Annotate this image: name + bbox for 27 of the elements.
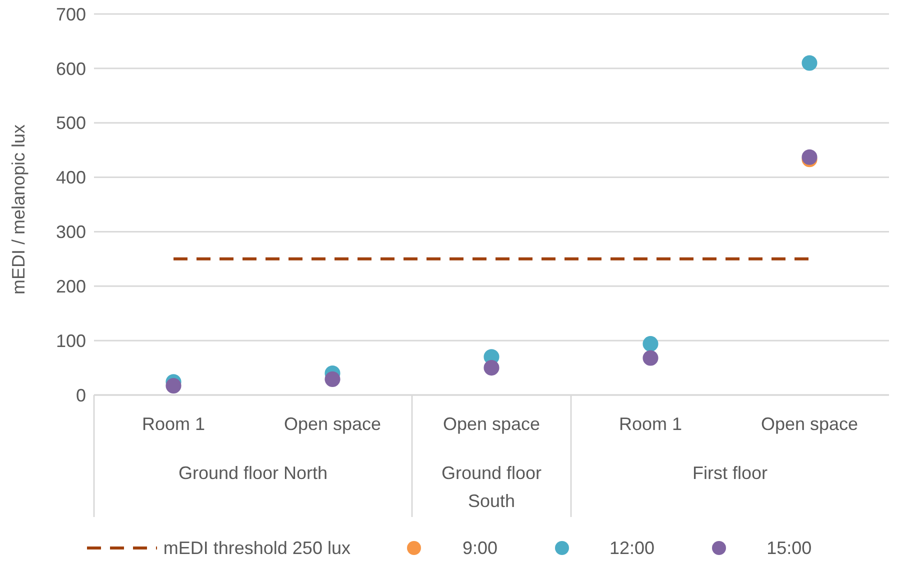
y-tick-label: 200 [56,276,86,297]
y-axis-title: mEDI / melanopic lux [8,124,28,294]
y-tick-label: 0 [76,385,86,406]
x-tick-label: Room 1 [618,414,682,434]
legend-label: 15:00 [766,538,812,558]
point [642,336,658,352]
text: Ground floor South [440,462,543,513]
point [802,55,818,71]
point [166,378,182,394]
point [484,360,500,376]
x-tick-label: Open space [442,414,540,434]
legend-label: 12:00 [610,538,655,558]
x-tick-label: Open space [284,414,382,434]
y-tick-label: 600 [56,58,86,79]
point [642,350,658,366]
x-tick-label: Open space [760,414,858,434]
y-tick-label: 700 [56,4,86,24]
legend-label: mEDI threshold 250 lux [163,538,350,558]
text: First floor [691,462,768,485]
y-tick-label: 400 [56,168,86,188]
text: Ground floor North [177,462,329,485]
y-tick-label: 500 [56,113,86,134]
y-tick-label: 100 [56,330,86,351]
point [324,371,340,387]
legend-label: 9:00 [462,538,498,558]
x-tick-label: Room 1 [142,414,206,434]
y-tick-label: 300 [56,222,86,242]
